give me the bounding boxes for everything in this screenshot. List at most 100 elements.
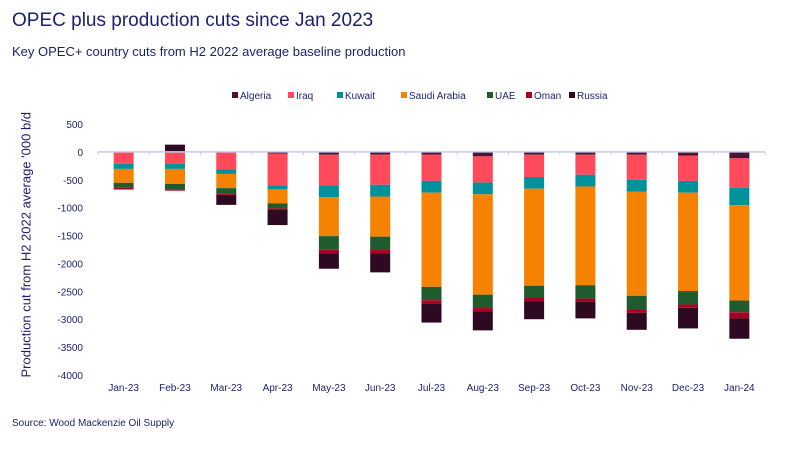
- bar-saudi-arabia-apr-23: [267, 189, 288, 204]
- legend-swatch-iraq: [288, 92, 294, 98]
- x-tick-label: May-23: [312, 383, 346, 394]
- bar-kuwait-jan-23: [113, 163, 134, 169]
- chart-subtitle: Key OPEC+ country cuts from H2 2022 aver…: [12, 44, 406, 59]
- bar-russia-apr-23: [267, 210, 288, 226]
- bar-kuwait-may-23: [318, 185, 339, 198]
- bar-kuwait-jun-23: [370, 184, 391, 197]
- bar-uae-dec-23: [678, 291, 699, 305]
- legend-label-iraq: Iraq: [296, 91, 313, 102]
- bar-algeria-oct-23: [575, 151, 596, 155]
- bar-russia-aug-23: [472, 311, 493, 331]
- bar-iraq-jan-24: [729, 158, 750, 188]
- y-tick-label: -2000: [57, 259, 83, 270]
- bar-kuwait-apr-23: [267, 185, 288, 190]
- legend-swatch-saudi-arabia: [401, 92, 407, 98]
- bar-saudi-arabia-feb-23: [164, 168, 185, 184]
- bar-kuwait-aug-23: [472, 182, 493, 195]
- bar-russia-jul-23: [421, 303, 442, 323]
- bar-oman-jul-23: [421, 300, 442, 304]
- legend-swatch-uae: [487, 92, 493, 98]
- bar-iraq-may-23: [318, 154, 339, 186]
- bar-iraq-jun-23: [370, 154, 391, 185]
- bar-oman-sep-23: [524, 297, 545, 302]
- legend-swatch-kuwait: [337, 92, 343, 98]
- bar-kuwait-mar-23: [216, 169, 237, 174]
- bar-iraq-aug-23: [472, 156, 493, 183]
- x-tick-label: Jul-23: [418, 383, 446, 394]
- bar-uae-jun-23: [370, 236, 391, 251]
- bar-uae-mar-23: [216, 188, 237, 194]
- bar-saudi-arabia-aug-23: [472, 194, 493, 295]
- legend-label-kuwait: Kuwait: [345, 91, 375, 102]
- y-tick-label: -4000: [57, 371, 83, 382]
- bar-russia-mar-23: [216, 194, 237, 205]
- bar-uae-oct-23: [575, 285, 596, 299]
- legend-label-saudi-arabia: Saudi Arabia: [409, 91, 466, 102]
- chart-title: OPEC plus production cuts since Jan 2023: [12, 10, 374, 31]
- legend-swatch-algeria: [232, 92, 238, 98]
- y-tick-label: -1000: [57, 204, 83, 215]
- bar-oman-oct-23: [575, 298, 596, 302]
- bar-algeria-jul-23: [421, 151, 442, 155]
- legend-swatch-oman: [526, 92, 532, 98]
- y-tick-label: -500: [63, 176, 83, 187]
- bar-uae-sep-23: [524, 285, 545, 298]
- bar-kuwait-jul-23: [421, 180, 442, 193]
- x-tick-label: Nov-23: [621, 383, 654, 394]
- bar-algeria-dec-23: [678, 151, 699, 156]
- bar-oman-may-23: [318, 249, 339, 254]
- bar-iraq-jul-23: [421, 154, 442, 181]
- bar-kuwait-nov-23: [626, 179, 647, 192]
- bar-kuwait-feb-23: [164, 163, 185, 169]
- bar-oman-jan-23: [113, 187, 134, 190]
- x-tick-label: Apr-23: [263, 383, 293, 394]
- legend-label-uae: UAE: [495, 91, 516, 102]
- bar-algeria-aug-23: [472, 151, 493, 157]
- bar-kuwait-jan-24: [729, 187, 750, 206]
- bar-kuwait-sep-23: [524, 176, 545, 189]
- bar-uae-may-23: [318, 236, 339, 250]
- bar-saudi-arabia-dec-23: [678, 192, 699, 292]
- bar-oman-nov-23: [626, 309, 647, 313]
- bar-oman-apr-23: [267, 208, 288, 211]
- legend-label-russia: Russia: [577, 91, 608, 102]
- bar-uae-apr-23: [267, 203, 288, 209]
- bar-uae-aug-23: [472, 294, 493, 309]
- x-tick-label: Mar-23: [210, 383, 242, 394]
- x-tick-label: Feb-23: [159, 383, 191, 394]
- bar-uae-jan-23: [113, 182, 134, 188]
- bar-russia-oct-23: [575, 301, 596, 319]
- bar-saudi-arabia-may-23: [318, 197, 339, 237]
- bar-iraq-dec-23: [678, 155, 699, 181]
- bar-algeria-nov-23: [626, 151, 647, 155]
- bar-oman-dec-23: [678, 304, 699, 308]
- x-tick-label: Jan-24: [724, 383, 755, 394]
- bar-oman-jan-24: [729, 312, 750, 319]
- bar-saudi-arabia-sep-23: [524, 188, 545, 286]
- bar-russia-may-23: [318, 253, 339, 269]
- bar-algeria-may-23: [318, 151, 339, 155]
- bar-kuwait-dec-23: [678, 180, 699, 193]
- bar-algeria-apr-23: [267, 151, 288, 154]
- bar-iraq-nov-23: [626, 154, 647, 180]
- bar-saudi-arabia-jan-24: [729, 205, 750, 301]
- y-tick-label: 500: [66, 120, 83, 131]
- bar-uae-nov-23: [626, 295, 647, 310]
- bar-saudi-arabia-mar-23: [216, 173, 237, 189]
- legend-label-algeria: Algeria: [240, 91, 272, 102]
- y-tick-label: 0: [77, 148, 83, 159]
- bar-russia-jun-23: [370, 253, 391, 273]
- x-tick-label: Dec-23: [672, 383, 705, 394]
- bar-algeria-jun-23: [370, 151, 391, 155]
- x-tick-label: Sep-23: [518, 383, 551, 394]
- legend-label-oman: Oman: [534, 91, 561, 102]
- bar-iraq-oct-23: [575, 154, 596, 175]
- bar-saudi-arabia-jul-23: [421, 192, 442, 287]
- bar-oman-mar-23: [216, 193, 237, 195]
- bar-russia-nov-23: [626, 312, 647, 330]
- bar-algeria-jan-24: [729, 151, 750, 159]
- bar-oman-feb-23: [164, 189, 185, 191]
- bar-kuwait-oct-23: [575, 174, 596, 187]
